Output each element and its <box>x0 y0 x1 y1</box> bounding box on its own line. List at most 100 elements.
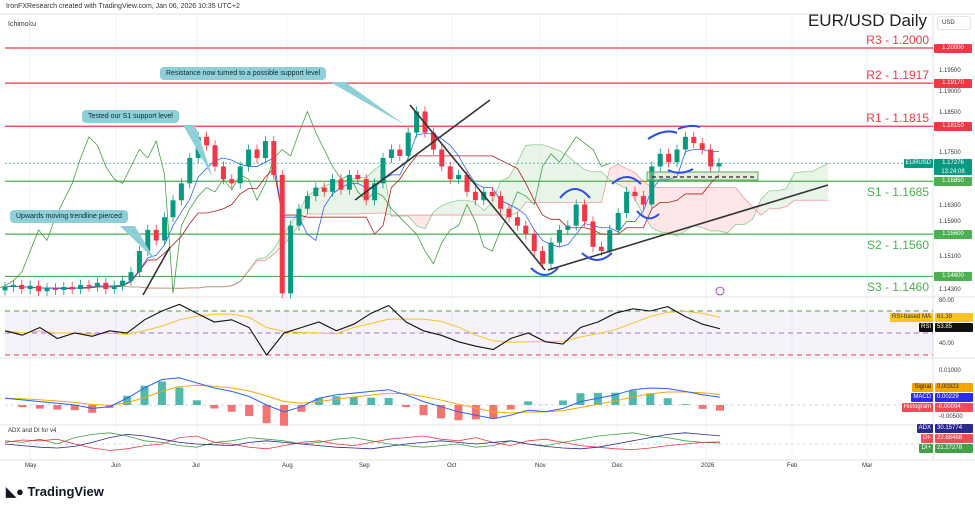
candle-body <box>640 196 646 205</box>
signal-line <box>4 384 721 414</box>
ichimoku-cloud-segment <box>719 187 728 234</box>
pattern-arc <box>611 176 642 185</box>
price-axis-label: 1.19500 <box>939 68 961 74</box>
callout-pointer <box>330 82 405 125</box>
macd-histogram-bar <box>157 381 166 405</box>
candle-body <box>472 191 478 201</box>
rsi-ma-value: 61.39 <box>935 313 973 322</box>
candle-body <box>590 221 596 247</box>
chikou-span <box>0 110 610 294</box>
macd-histogram-bar <box>210 405 219 409</box>
macd-histogram-bar <box>576 393 585 405</box>
macd-histogram-bar <box>506 405 515 410</box>
symbol-tag: EURUSD <box>903 159 933 168</box>
senkou-span-b <box>114 163 829 289</box>
pattern-arc <box>677 124 701 130</box>
macd-histogram-bar <box>698 405 707 409</box>
indicator-name[interactable]: Ichimoku <box>8 21 37 28</box>
candle-body <box>531 234 537 252</box>
macd-histogram-bar <box>262 405 271 424</box>
level-label-4: S2 - 1.1560 <box>866 238 929 253</box>
candle-body <box>120 280 126 286</box>
candle-body <box>10 284 16 287</box>
macd-histogram-bar <box>332 396 341 405</box>
di-minus-label: DI- <box>921 434 933 443</box>
candle-body <box>246 149 252 167</box>
ichimoku-cloud-segment <box>819 163 829 201</box>
ichimoku-cloud-segment <box>618 164 627 189</box>
candle-body <box>52 288 58 290</box>
ichimoku-cloud-segment <box>509 162 518 216</box>
rsi-axis-40: 40.00 <box>939 341 955 347</box>
macd-histogram-bar <box>18 405 27 408</box>
candle-body <box>220 166 226 180</box>
tradingview-logo[interactable]: ◣● TradingView <box>6 484 104 500</box>
candle-body <box>162 217 168 241</box>
adx-title: ADX and DI for v4 <box>8 428 57 434</box>
ichimoku-cloud-segment <box>265 248 274 261</box>
candle-body <box>632 191 638 197</box>
candle-body <box>372 183 378 201</box>
candle-body <box>355 174 361 180</box>
level-price-tag-1: 1.19170 <box>934 78 972 88</box>
ichimoku-cloud-segment <box>534 144 543 203</box>
ichimoku-cloud-segment <box>710 187 719 231</box>
rsi-axis-80: 80.00 <box>939 298 955 304</box>
price-axis-label: 1.15900 <box>939 219 961 225</box>
level-price-tag-5: 1.14600 <box>934 271 972 281</box>
candle-body <box>414 111 420 133</box>
level-label-5: S3 - 1.1460 <box>866 280 929 295</box>
event-icon <box>715 286 725 296</box>
level-label-0: R3 - 1.2000 <box>866 33 929 47</box>
candle-body <box>657 153 663 167</box>
ichimoku-cloud-segment <box>559 150 568 203</box>
trend-line <box>409 104 546 271</box>
signal-label: Signal <box>912 383 933 392</box>
histogram-label: Histogram <box>901 403 933 412</box>
ichimoku-cloud-segment <box>475 202 484 216</box>
di-minus-value: 22.68488 <box>935 434 973 443</box>
candle-body <box>187 157 193 184</box>
ichimoku-cloud-segment <box>441 202 451 216</box>
chart-credit: IronFXResearch created with TradingView.… <box>6 3 240 10</box>
ichimoku-cloud-segment <box>794 171 803 201</box>
macd-histogram-bar <box>123 395 132 405</box>
macd-histogram-bar <box>402 405 411 408</box>
candle-body <box>346 174 352 190</box>
candle-body <box>464 174 470 192</box>
candle-body <box>498 196 504 209</box>
currency-selector[interactable]: USD <box>937 16 971 30</box>
date-axis-label: Oct <box>447 463 457 469</box>
logo-text: TradingView <box>27 484 104 499</box>
price-axis-label: 1.14300 <box>939 287 961 293</box>
candle-body <box>666 153 672 163</box>
level-price-tag-0: 1.20000 <box>934 43 972 53</box>
candle-body <box>439 149 445 167</box>
adx-label: ADX <box>916 424 933 433</box>
bar-countdown: 13:24:08 <box>941 169 965 175</box>
trend-line <box>354 99 491 201</box>
di-minus-line <box>4 435 721 451</box>
rsi-label: RSI <box>918 323 933 332</box>
candle-body <box>27 285 33 290</box>
candle-body <box>103 282 109 290</box>
callout-pointer <box>120 226 155 260</box>
di-plus-label: DI+ <box>919 444 933 453</box>
pattern-arc <box>667 168 694 174</box>
date-axis-label: Mar <box>862 463 873 469</box>
macd-histogram-bar <box>593 392 602 405</box>
candle-body <box>405 132 411 156</box>
candle-body <box>716 163 722 167</box>
macd-histogram-bar <box>297 405 306 412</box>
pattern-arc <box>581 252 613 261</box>
macd-histogram-bar <box>436 405 445 419</box>
date-axis-label: Nov <box>535 463 546 469</box>
candle-body <box>61 286 67 290</box>
macd-histogram-bar <box>35 405 44 409</box>
macd-histogram-bar <box>559 400 568 405</box>
candle-body <box>540 251 546 264</box>
candle-body <box>128 272 134 281</box>
macd-histogram-bar <box>53 405 62 410</box>
macd-histogram-bar <box>175 387 184 405</box>
